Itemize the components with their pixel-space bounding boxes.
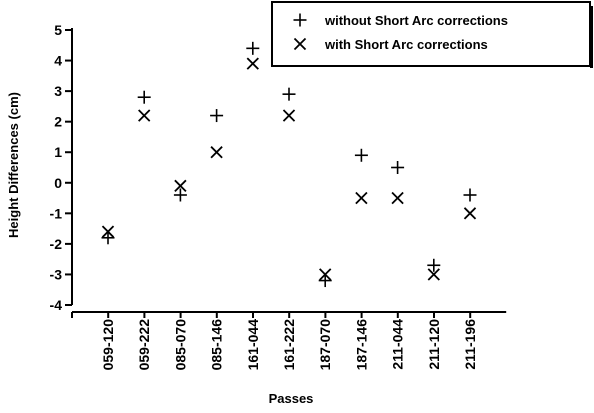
legend-marker [293, 13, 307, 27]
x-diag-2 [282, 109, 296, 122]
x-diag-2 [138, 109, 151, 122]
point-with-correction [319, 268, 332, 281]
data-points [101, 41, 477, 288]
point-without-correction [246, 41, 260, 55]
legend-box [271, 1, 591, 67]
point-without-correction [354, 148, 368, 162]
legend-marker [293, 37, 307, 51]
x-diag-2 [293, 37, 307, 51]
point-with-correction [246, 57, 259, 70]
y-tick-label: 3 [54, 83, 62, 99]
point-without-correction [391, 161, 405, 174]
y-tick-label: 4 [54, 53, 62, 69]
x-tick-label: 211-196 [462, 319, 478, 370]
x-tick-label: 059-222 [136, 319, 152, 371]
point-without-correction [173, 188, 187, 202]
x-diag-2 [427, 268, 440, 281]
x-tick-label: 085-070 [172, 319, 188, 371]
x-diag-2 [210, 146, 223, 159]
x-diag-2 [246, 57, 259, 70]
x-diag-2 [355, 191, 368, 205]
y-tick-label: 2 [54, 114, 62, 130]
legend: without Short Arc corrections with Short … [271, 1, 593, 68]
point-with-correction [463, 207, 477, 220]
y-axis-title: Height Differences (cm) [6, 92, 21, 238]
x-tick-label: 085-146 [209, 319, 225, 371]
point-without-correction [137, 90, 151, 104]
x-diag-2 [101, 225, 115, 238]
point-with-correction [101, 225, 115, 238]
point-without-correction [101, 231, 115, 245]
x-tick-label: 211-044 [390, 319, 406, 370]
axes: -4 -3 -2 -1 0 1 2 3 4 5 059-120 059-222 085-070 085-1… [50, 22, 507, 370]
y-tick-label: 0 [54, 175, 62, 191]
legend-label: with Short Arc corrections [324, 37, 488, 52]
x-diag-2 [391, 191, 404, 205]
x-tick-label: 161-222 [281, 319, 297, 371]
x-tick-label: 211-120 [426, 319, 442, 370]
point-with-correction [138, 109, 151, 122]
x-diag-2 [319, 268, 332, 281]
point-with-correction [427, 268, 440, 281]
point-with-correction [391, 191, 404, 205]
x-axis-title: Passes [269, 391, 314, 406]
point-with-correction [210, 146, 223, 159]
x-diag-2 [463, 207, 477, 220]
y-tick-label: 5 [54, 22, 62, 38]
point-with-correction [282, 109, 296, 122]
x-tick-label: 187-146 [353, 319, 369, 371]
point-without-correction [463, 188, 477, 202]
y-tick-label: -1 [50, 205, 63, 221]
x-tick-label: 059-120 [100, 319, 116, 371]
x-tick-label: 161-044 [245, 319, 261, 371]
y-tick-label: -4 [50, 297, 63, 313]
point-without-correction [427, 258, 441, 272]
legend-box-shadow [590, 6, 593, 68]
point-with-correction [355, 191, 368, 205]
point-with-correction [174, 179, 187, 192]
legend-items: without Short Arc corrections with Short … [293, 13, 508, 52]
point-without-correction [318, 274, 332, 288]
legend-label: without Short Arc corrections [324, 13, 508, 28]
y-tick-label: -2 [50, 236, 63, 252]
x-diag-2 [174, 179, 187, 192]
point-without-correction [282, 87, 296, 101]
point-without-correction [210, 109, 224, 123]
y-tick-label: -3 [50, 266, 63, 282]
x-tick-label: 187-070 [317, 319, 333, 371]
y-tick-label: 1 [54, 144, 62, 160]
